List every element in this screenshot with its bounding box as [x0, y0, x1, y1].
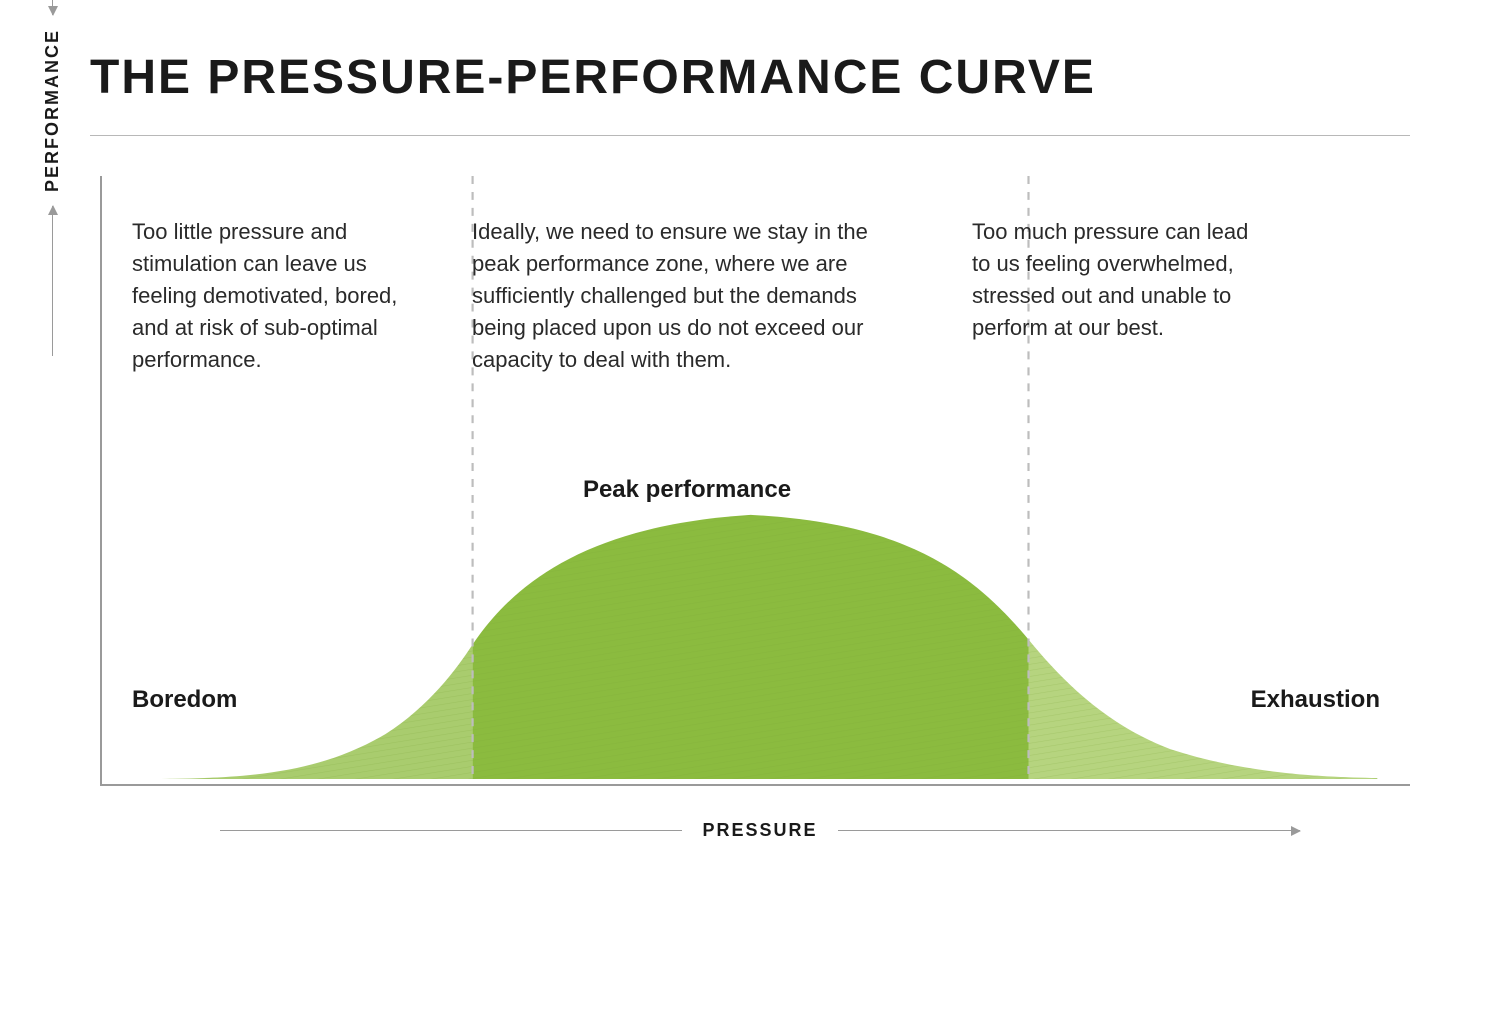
page: THE PRESSURE-PERFORMANCE CURVE PERFORMAN…	[0, 0, 1500, 1019]
zone-desc-right: Too much pressure can lead to us feeling…	[972, 216, 1262, 344]
peak-performance-label: Peak performance	[472, 476, 902, 504]
zone-desc-left: Too little pressure and stimulation can …	[132, 216, 432, 375]
x-axis-line-left	[220, 830, 682, 831]
y-axis-text: PERFORMANCE	[42, 29, 63, 192]
y-axis-arrow-icon	[52, 206, 53, 356]
x-axis-arrow-icon	[838, 830, 1300, 831]
plot-area: Too little pressure and stimulation can …	[100, 176, 1410, 786]
x-axis-label: PRESSURE	[220, 820, 1300, 841]
y-axis-arrow-icon	[52, 0, 53, 15]
chart: PERFORMANCE	[90, 176, 1410, 876]
zone-label-exhaustion: Exhaustion	[1251, 686, 1380, 714]
y-axis-label: PERFORMANCE	[42, 0, 63, 356]
zone-desc-mid: Ideally, we need to ensure we stay in th…	[472, 216, 902, 375]
page-title: THE PRESSURE-PERFORMANCE CURVE	[90, 50, 1410, 105]
title-divider	[90, 135, 1410, 136]
x-axis-text: PRESSURE	[702, 820, 817, 841]
zone-label-boredom: Boredom	[132, 686, 237, 714]
curve-hatch-mid	[473, 515, 1029, 779]
